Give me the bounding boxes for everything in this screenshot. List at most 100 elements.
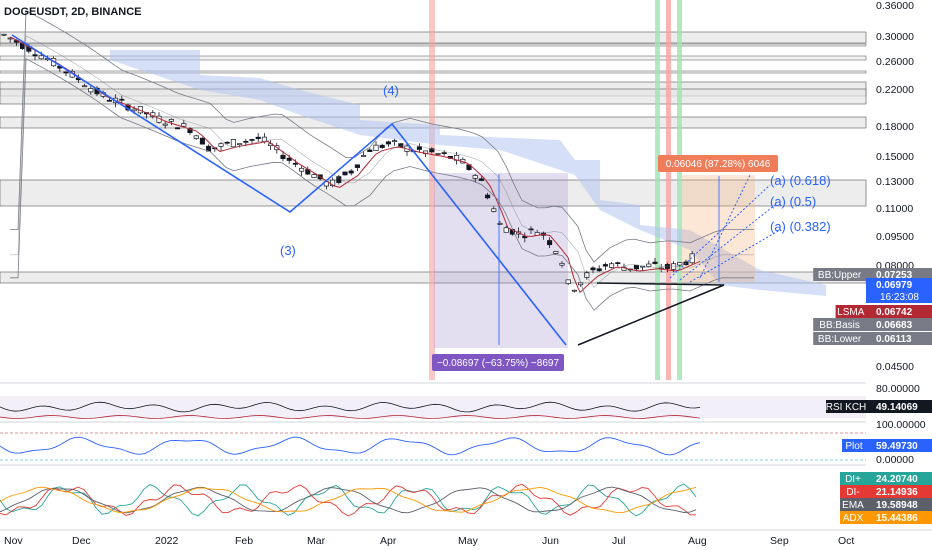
price-tick-label: 0.13000 <box>876 176 914 188</box>
dmi-value-tag <box>866 485 932 498</box>
price-tick-label: 0.18000 <box>876 121 914 133</box>
vertical-marker <box>666 0 671 380</box>
price-tick-label: 0.09500 <box>876 231 914 243</box>
dmi-value-tag <box>866 498 932 511</box>
candle-body <box>652 261 658 264</box>
measure-up-box-label <box>658 155 778 172</box>
time-tick-label: May <box>458 535 479 547</box>
candle-body <box>416 146 422 150</box>
candle-body <box>323 181 329 187</box>
candle-body <box>286 157 292 161</box>
measure-down-text: −0.08697 (−63.75%) −8697 <box>437 358 559 369</box>
plot-name-tag <box>842 439 866 452</box>
dmi-line <box>0 483 696 517</box>
rsi-name-tag <box>826 400 866 413</box>
measure-down-box-label <box>432 354 564 371</box>
rsi-tick: 80.00000 <box>876 383 920 395</box>
candle-body <box>392 140 398 143</box>
indicator-value: 0.06683 <box>876 320 913 331</box>
candle-body <box>354 164 360 168</box>
indicator-value-tag <box>866 318 932 331</box>
indicator-name: LSMA <box>837 307 865 318</box>
dmi-name-tag <box>840 511 866 524</box>
candle-body <box>547 240 553 246</box>
countdown: 16:23:08 <box>880 292 919 303</box>
price-tick-label: 0.15000 <box>876 151 914 163</box>
candle-body <box>230 139 236 148</box>
candle-body <box>435 153 441 155</box>
rsi-value: 49.14069 <box>876 402 918 413</box>
dmi-value: 19.58948 <box>876 500 918 511</box>
candle-body <box>441 152 447 154</box>
indicator-name-tag <box>813 318 866 331</box>
candle-body <box>584 272 590 278</box>
dmi-value-tag <box>866 511 932 524</box>
candle-body <box>348 170 354 174</box>
candle-body <box>367 149 373 152</box>
indicator-value-tag <box>866 305 932 318</box>
rsi-band <box>0 396 866 418</box>
time-tick-label: Aug <box>688 535 707 547</box>
candle-body <box>63 71 69 74</box>
price-tick-label: 0.30000 <box>876 31 914 43</box>
candle-body <box>571 289 577 292</box>
price-tick-label: 0.04500 <box>876 361 914 373</box>
time-tick-label: Jun <box>542 535 559 547</box>
rsi-kch-lower <box>0 415 701 419</box>
candle-body <box>82 85 88 88</box>
indicator-name-tag <box>835 305 866 318</box>
candle-body <box>633 264 639 270</box>
fib-projection-line <box>679 204 776 281</box>
candle-body <box>602 264 608 267</box>
time-tick-label: Nov <box>4 535 23 547</box>
dmi-name: EMA <box>842 500 864 511</box>
candle-body <box>162 123 168 126</box>
price-tick-label: 0.22000 <box>876 84 914 96</box>
candle-body <box>497 223 503 225</box>
candle-body <box>689 253 695 264</box>
price-tick-label: 0.26000 <box>876 56 914 68</box>
bb-lower-line <box>10 58 754 311</box>
candle-body <box>429 148 435 153</box>
dmi-value-tag <box>866 472 932 485</box>
time-tick-label: Jul <box>612 535 625 547</box>
time-tick-label: Dec <box>72 535 91 547</box>
candle-body <box>677 262 683 266</box>
candle-body <box>590 267 596 271</box>
candle-body <box>32 54 38 57</box>
plot-name: Plot <box>845 441 862 452</box>
indicator-value-tag <box>866 332 932 345</box>
candle-body <box>175 127 181 130</box>
indicator-name: BB:Lower <box>818 334 862 345</box>
candle-body <box>379 144 385 148</box>
indicator-name: BB:Upper <box>818 270 862 281</box>
candle-body <box>336 176 342 183</box>
candle-body <box>255 136 261 139</box>
dmi-value: 24.20740 <box>876 474 918 485</box>
candle-body <box>237 143 243 146</box>
time-axis: Nov Dec 2022 Feb Mar Apr May Jun Jul Aug Sep Oct <box>4 535 854 547</box>
dmi-value: 15.44386 <box>876 513 918 524</box>
chart-title: DOGEUSDT, 2D, BINANCE <box>4 6 142 18</box>
candle-body <box>478 178 484 181</box>
dmi-name-tag <box>840 498 866 511</box>
candle-body <box>218 143 224 147</box>
indicator-value: 0.06113 <box>876 334 912 345</box>
plot-line <box>0 436 701 456</box>
candlestick-series <box>1 33 695 293</box>
wave-label-3: (3) <box>280 243 296 258</box>
indicator-value-tag <box>866 268 932 281</box>
candle-body <box>609 263 615 268</box>
candle-body <box>119 98 125 101</box>
candle-body <box>299 167 305 172</box>
indicator-value: 0.06979 <box>876 280 913 291</box>
lsma-line <box>9 36 701 294</box>
price-tick-label: 0.11000 <box>876 203 913 215</box>
candle-body <box>193 135 199 139</box>
candle-body <box>485 194 491 199</box>
candle-body <box>646 263 652 267</box>
ichimoku-cloud <box>110 50 826 296</box>
candle-body <box>615 262 621 264</box>
fib-target-label: (a) (0.5) <box>770 194 816 209</box>
